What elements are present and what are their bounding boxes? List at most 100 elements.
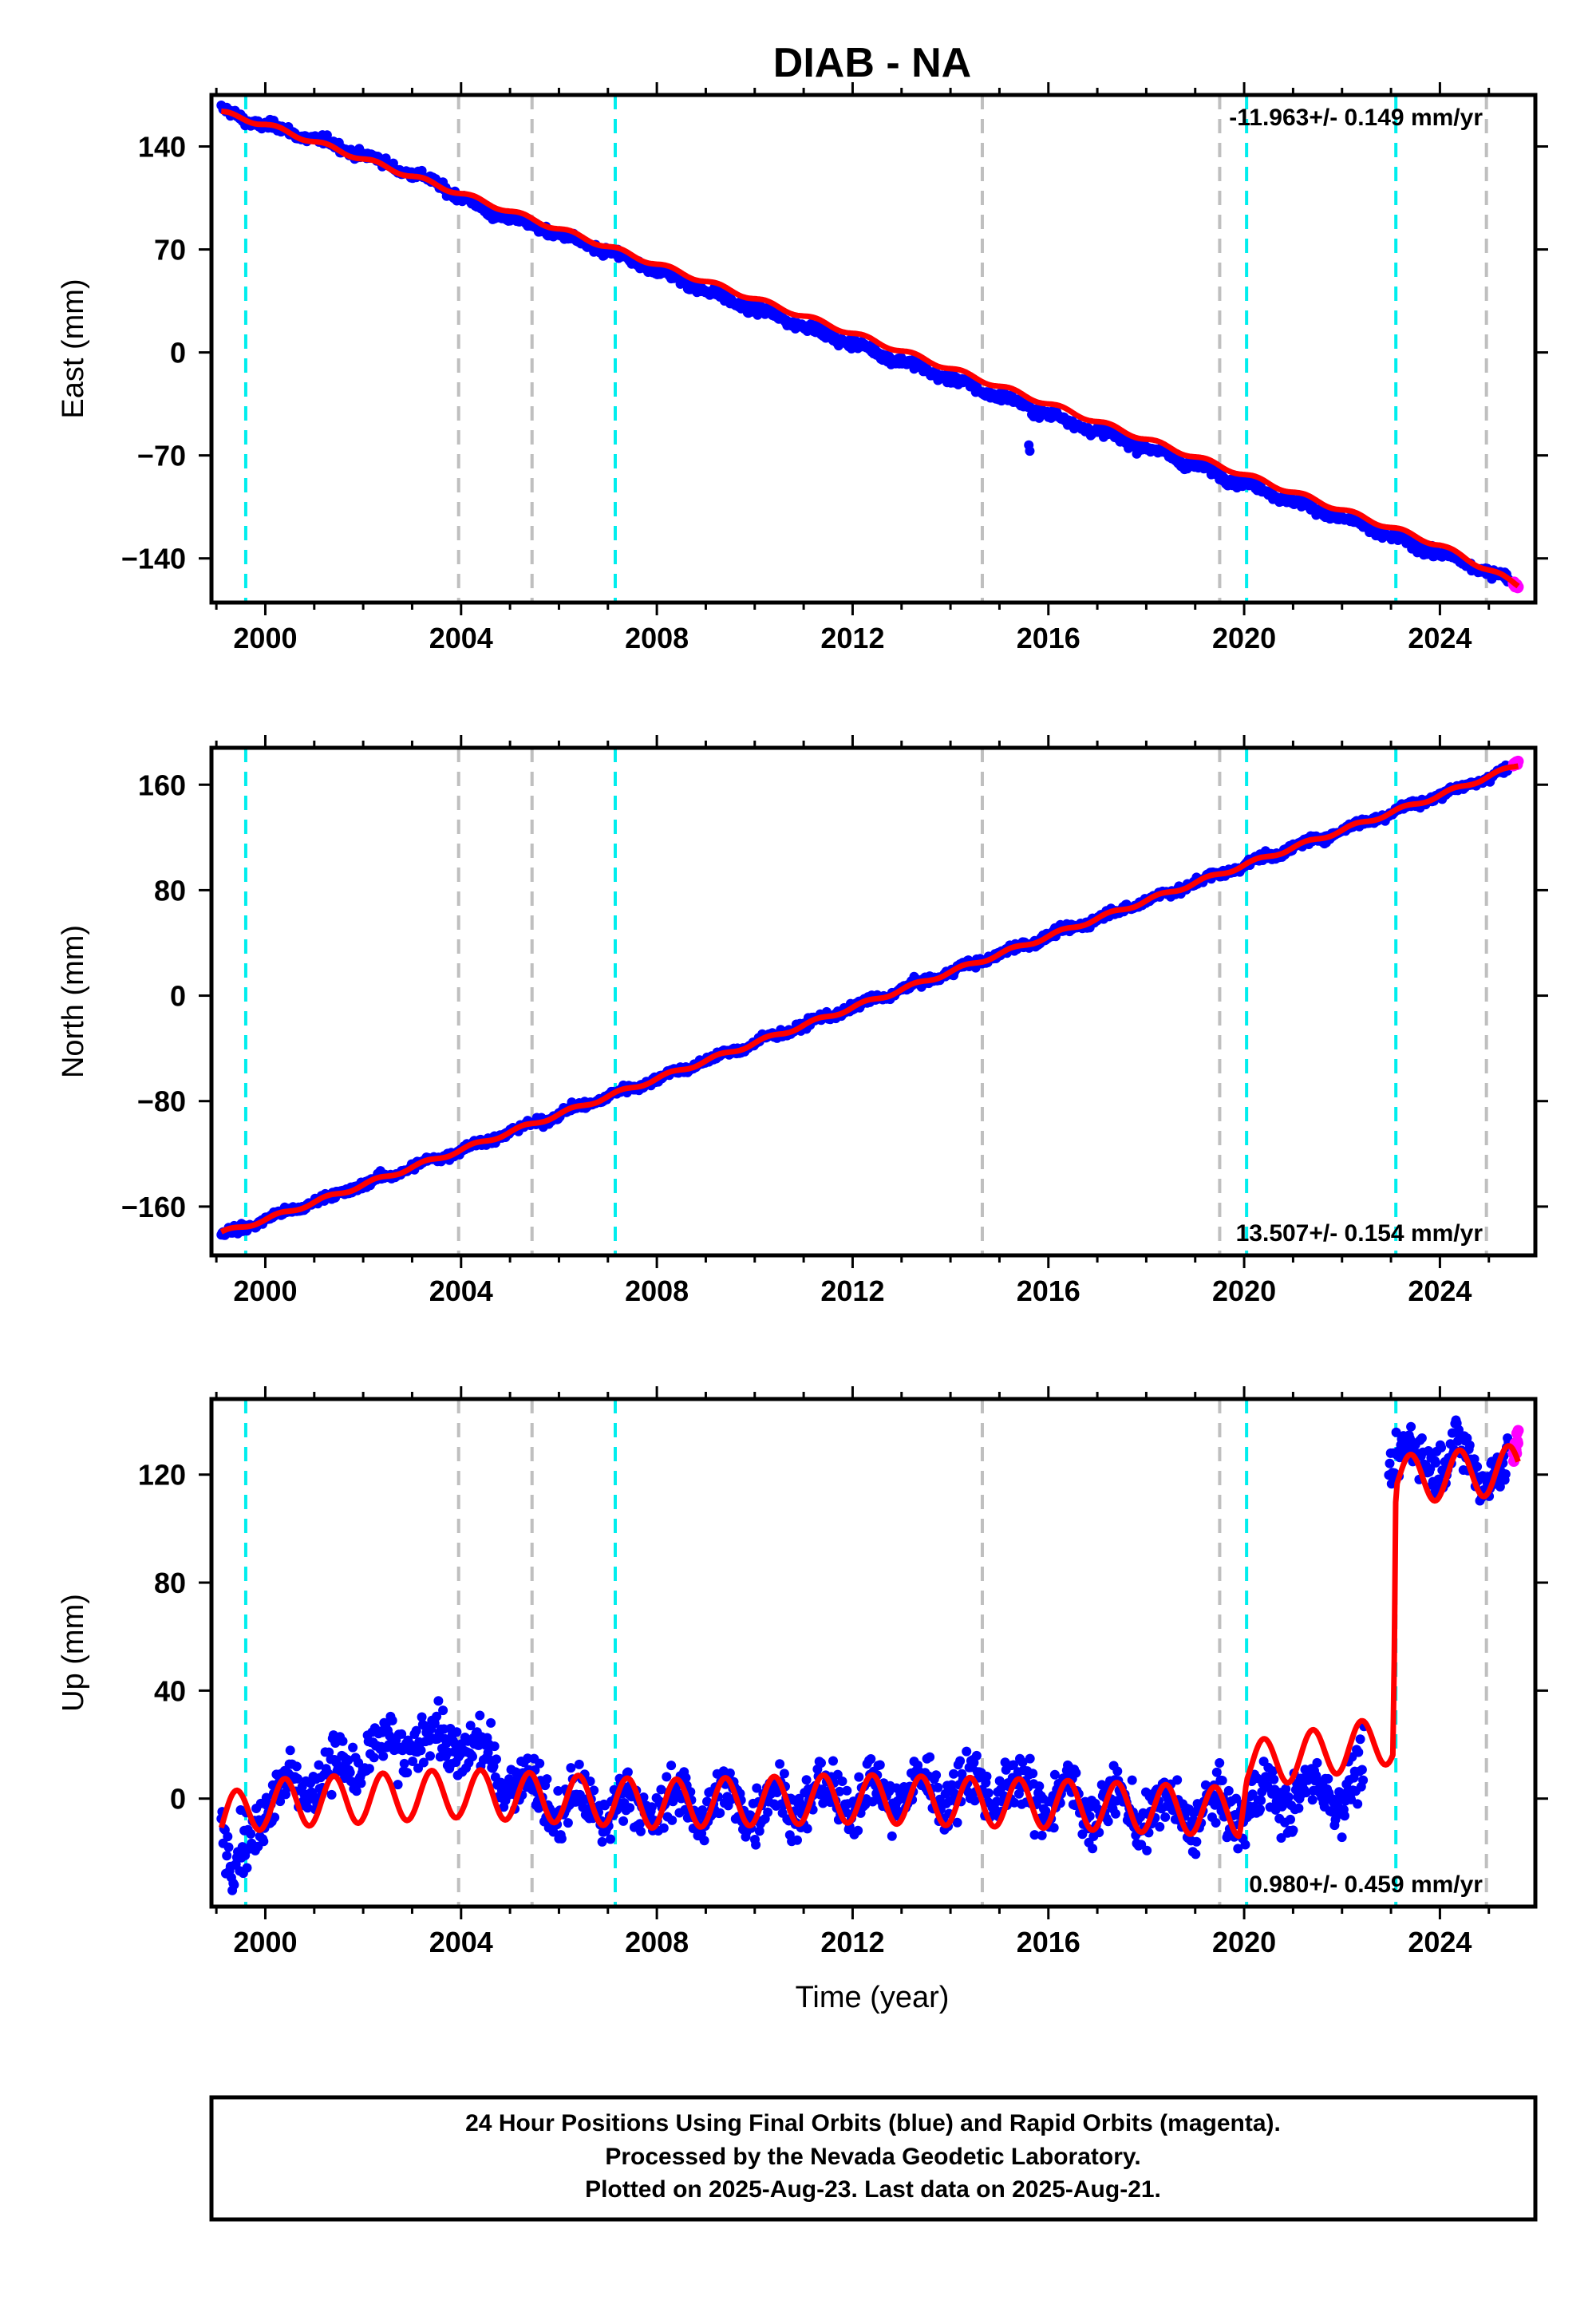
- final-orbit-point: [1312, 1757, 1322, 1768]
- y-tick-label: 0: [170, 980, 186, 1013]
- panel-north: 2000 2004 2008 2012 2016 2020 2024 −160 −80 0 80 16…: [57, 735, 1548, 1307]
- final-orbit-point: [962, 1746, 972, 1757]
- y-axis-label: Up (mm): [57, 1594, 90, 1712]
- final-orbit-point: [364, 1764, 374, 1774]
- final-orbit-point: [887, 1831, 897, 1841]
- y-axis-label: North (mm): [57, 925, 90, 1078]
- final-orbit-point: [563, 1818, 573, 1828]
- final-orbit-point: [636, 1826, 646, 1836]
- final-orbit-point: [853, 1825, 863, 1836]
- x-tick-label: 2008: [625, 1926, 689, 1958]
- final-orbit-point: [369, 1753, 379, 1763]
- rate-label: -11.963+/- 0.149 mm/yr: [1229, 105, 1483, 131]
- y-axis-label: East (mm): [57, 279, 90, 418]
- final-orbit-point: [433, 1696, 444, 1706]
- chart-title: DIAB - NA: [773, 40, 971, 86]
- final-orbit-point: [416, 1745, 426, 1756]
- x-tick-label: 2004: [429, 1275, 493, 1307]
- y-tick-label: 80: [154, 874, 186, 907]
- final-orbit-point: [1071, 1768, 1081, 1778]
- final-orbit-point: [1358, 1775, 1369, 1785]
- x-tick-label: 2012: [820, 1926, 884, 1958]
- final-orbit-point: [1037, 1830, 1047, 1840]
- final-orbit-point: [801, 1775, 812, 1785]
- panels: 2000 2004 2008 2012 2016 2020 2024 −140 −70 0 70 14…: [57, 82, 1548, 1958]
- final-orbit-point: [763, 1807, 773, 1817]
- final-orbit-point: [246, 1828, 256, 1839]
- final-orbit-point: [1464, 1440, 1475, 1450]
- final-orbit-point: [1223, 1785, 1234, 1796]
- x-tick-label: 2016: [1017, 1275, 1080, 1307]
- y-tick-label: 160: [138, 769, 186, 801]
- final-orbit-point: [662, 1772, 672, 1782]
- footer-box: 24 Hour Positions Using Final Orbits (bl…: [209, 2095, 1538, 2222]
- final-orbit-point: [1025, 1753, 1035, 1764]
- final-orbit-point: [854, 1772, 864, 1782]
- final-orbit-point: [1256, 1796, 1266, 1805]
- final-orbit-point: [556, 1833, 567, 1844]
- final-orbit-point: [285, 1745, 295, 1756]
- y-tick-label: 70: [154, 234, 186, 267]
- final-orbit-point: [242, 1863, 252, 1873]
- final-orbit-point: [1355, 1734, 1365, 1745]
- final-orbit-point: [1500, 1469, 1511, 1480]
- final-orbit-point: [378, 1751, 389, 1761]
- y-tick-label: 120: [138, 1459, 186, 1492]
- final-orbit-point: [983, 1788, 994, 1798]
- final-orbit-point: [751, 1840, 761, 1850]
- panel-east: 2000 2004 2008 2012 2016 2020 2024 −140 −70 0 70 14…: [57, 82, 1548, 654]
- final-orbit-point: [1340, 1811, 1349, 1821]
- footer-line-2: Processed by the Nevada Geodetic Laborat…: [605, 2144, 1140, 2170]
- final-orbit-point: [387, 1715, 397, 1725]
- final-orbit-point: [875, 1760, 885, 1770]
- final-orbit-point: [1155, 1822, 1165, 1832]
- final-orbit-point: [1215, 1758, 1225, 1768]
- plot-area: [216, 101, 1524, 594]
- final-orbit-point: [489, 1741, 500, 1752]
- model-line: [219, 763, 1520, 1235]
- rapid-orbit-point: [1512, 1425, 1524, 1437]
- x-tick-label: 2012: [820, 1275, 884, 1307]
- final-orbit-point: [625, 1803, 635, 1813]
- final-orbit-point: [1112, 1766, 1123, 1777]
- y-tick-label: 140: [138, 131, 186, 164]
- final-orbit-point: [866, 1754, 876, 1764]
- final-orbit-point: [259, 1836, 269, 1847]
- final-orbit-point: [574, 1759, 584, 1769]
- final-orbit-point: [338, 1736, 348, 1746]
- final-orbit-point: [955, 1756, 966, 1766]
- final-orbit-point: [475, 1710, 485, 1721]
- final-orbit-point: [1111, 1808, 1120, 1819]
- final-orbit-point: [348, 1742, 358, 1753]
- x-tick-label: 2024: [1408, 622, 1472, 654]
- y-tick-label: −80: [137, 1085, 186, 1118]
- x-tick-label: 2020: [1212, 622, 1276, 654]
- final-orbit-point: [779, 1769, 789, 1779]
- final-orbit-point: [933, 1782, 943, 1792]
- panel-up: 2000 2004 2008 2012 2016 2020 2024 0 40 80 120 Up (…: [57, 1386, 1548, 1958]
- x-tick-label: 2020: [1212, 1926, 1276, 1958]
- final-orbit-point: [1353, 1799, 1363, 1809]
- final-orbit-point: [1337, 1832, 1347, 1843]
- final-orbit-point: [542, 1774, 552, 1784]
- final-orbit-point: [345, 1768, 355, 1777]
- final-orbit-point: [1172, 1775, 1183, 1785]
- final-orbit-point: [1323, 1773, 1333, 1784]
- final-orbit-point: [666, 1761, 677, 1771]
- final-orbit-point: [1294, 1803, 1304, 1813]
- x-tick-label: 2000: [233, 1275, 297, 1307]
- final-orbit-point: [842, 1785, 852, 1796]
- y-tick-label: −140: [121, 543, 186, 575]
- final-orbit-point: [452, 1727, 462, 1737]
- y-tick-label: −70: [137, 440, 186, 472]
- final-orbit-point: [1211, 1818, 1221, 1828]
- final-orbit-point: [1307, 1795, 1317, 1805]
- final-orbit-point: [802, 1824, 812, 1834]
- final-orbit-point: [1288, 1825, 1298, 1836]
- final-orbit-point: [291, 1761, 302, 1772]
- final-orbit-point: [1353, 1747, 1364, 1757]
- x-tick-label: 2024: [1408, 1926, 1472, 1958]
- final-orbit-point: [425, 1751, 435, 1761]
- final-orbit-point: [229, 1879, 239, 1890]
